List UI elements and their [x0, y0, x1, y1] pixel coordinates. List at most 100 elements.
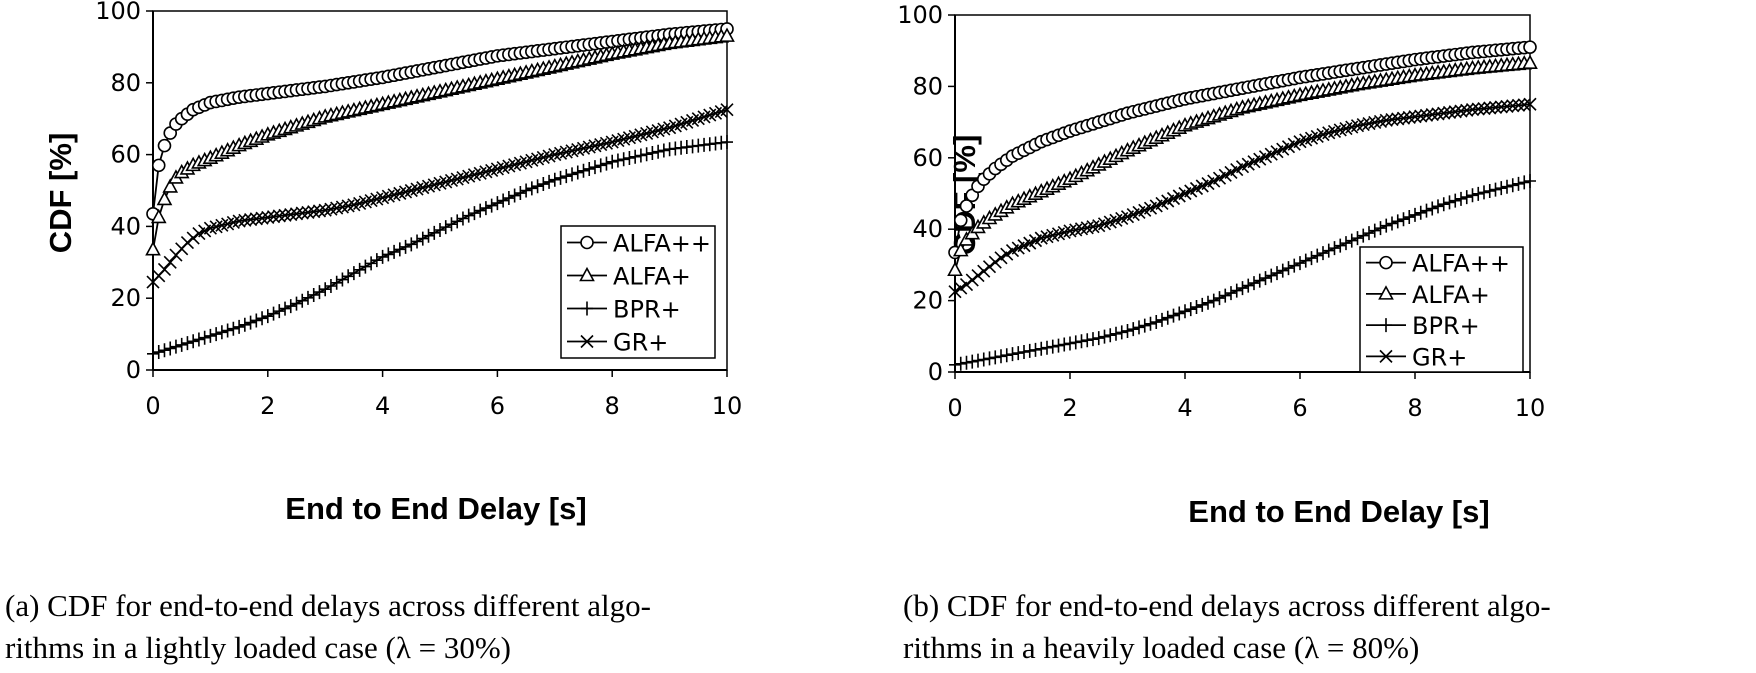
data-point — [365, 256, 378, 271]
data-point — [1006, 347, 1019, 362]
data-point — [399, 239, 412, 254]
data-point — [1311, 248, 1324, 263]
data-point — [1437, 197, 1450, 212]
data-point — [720, 103, 734, 117]
data-point — [634, 148, 647, 163]
data-point — [341, 199, 355, 213]
data-point — [652, 144, 665, 159]
data-point — [617, 152, 630, 167]
data-point — [1379, 113, 1393, 127]
data-point — [330, 201, 344, 215]
data-point — [301, 205, 315, 219]
data-point — [719, 27, 735, 42]
y-tick-label: 40 — [912, 215, 943, 243]
data-point — [347, 266, 360, 281]
legend-box — [560, 225, 716, 359]
data-point — [1443, 195, 1456, 210]
data-point — [1196, 297, 1209, 312]
data-point — [1350, 119, 1365, 133]
data-point — [1144, 316, 1157, 331]
data-point — [1052, 338, 1065, 353]
data-point — [1087, 332, 1099, 347]
data-point — [1000, 247, 1014, 261]
data-point — [537, 177, 550, 192]
data-point — [330, 275, 343, 290]
legend-marker — [580, 235, 594, 250]
data-point — [267, 306, 280, 321]
data-point — [307, 205, 321, 219]
data-point — [156, 190, 173, 206]
y-tick-label: 40 — [110, 212, 141, 240]
data-point — [266, 210, 281, 224]
y-tick-label: 80 — [110, 69, 141, 97]
data-point — [393, 242, 406, 257]
data-point — [162, 178, 179, 193]
x-tick-label: 8 — [605, 392, 620, 420]
data-point — [1397, 212, 1410, 227]
data-point — [273, 304, 286, 319]
data-point — [1173, 306, 1186, 321]
data-point — [1074, 222, 1089, 236]
data-point — [198, 330, 211, 345]
data-point — [560, 169, 573, 184]
data-point — [1265, 268, 1278, 283]
data-point — [1092, 331, 1105, 346]
data-point — [278, 208, 292, 222]
legend-label: ALFA+ — [613, 263, 691, 291]
data-point — [301, 290, 314, 305]
legend-label: ALFA++ — [613, 230, 711, 258]
data-point — [249, 212, 263, 226]
data-point — [279, 301, 292, 316]
series-bprp — [949, 174, 1536, 372]
series-grp — [948, 97, 1537, 299]
data-point — [445, 217, 458, 232]
data-point — [1437, 106, 1451, 120]
data-point — [1334, 238, 1347, 253]
data-point — [405, 237, 418, 252]
caption-b: (b) CDF for end-to-end delays across dif… — [903, 585, 1749, 669]
data-point — [324, 278, 337, 293]
data-point — [1219, 288, 1232, 303]
series-alfap — [947, 54, 1538, 277]
data-point — [163, 255, 177, 269]
data-point — [1121, 323, 1134, 338]
data-point — [577, 163, 590, 178]
data-point — [1391, 214, 1404, 229]
data-point — [1472, 186, 1485, 201]
data-point — [422, 228, 435, 243]
data-point — [221, 323, 234, 338]
data-point — [1104, 328, 1117, 343]
data-point — [1179, 304, 1191, 319]
data-point — [1471, 102, 1485, 116]
data-point — [210, 327, 223, 342]
data-point — [1150, 315, 1163, 330]
data-point — [1409, 207, 1421, 222]
data-point — [313, 285, 326, 300]
legend-marker — [1379, 255, 1393, 270]
series-alfap — [145, 27, 735, 256]
data-point — [353, 262, 366, 277]
data-point — [1524, 174, 1536, 189]
data-point — [261, 210, 275, 224]
data-point — [543, 174, 556, 189]
legend-marker — [1378, 285, 1394, 300]
data-point — [336, 272, 349, 287]
data-point — [531, 179, 544, 194]
data-point — [439, 220, 452, 235]
data-point — [1362, 116, 1376, 131]
data-point — [1127, 322, 1140, 337]
data-point — [1425, 108, 1439, 122]
chart-panel-b: End to End Delay [s] CDF [%] 02040608010… — [897, 1, 1545, 529]
data-point — [1426, 201, 1439, 216]
data-point — [157, 262, 172, 277]
caption-b-line-2: rithms in a heavily loaded case (λ = 80%… — [903, 630, 1420, 665]
data-point — [468, 206, 481, 221]
data-point — [721, 135, 733, 150]
data-point — [1184, 302, 1197, 317]
data-point — [1477, 101, 1491, 116]
data-point — [949, 357, 961, 372]
legend-label: ALFA+ — [1412, 281, 1490, 309]
data-point — [1517, 98, 1531, 112]
data-point — [606, 154, 619, 169]
data-point — [982, 260, 997, 274]
